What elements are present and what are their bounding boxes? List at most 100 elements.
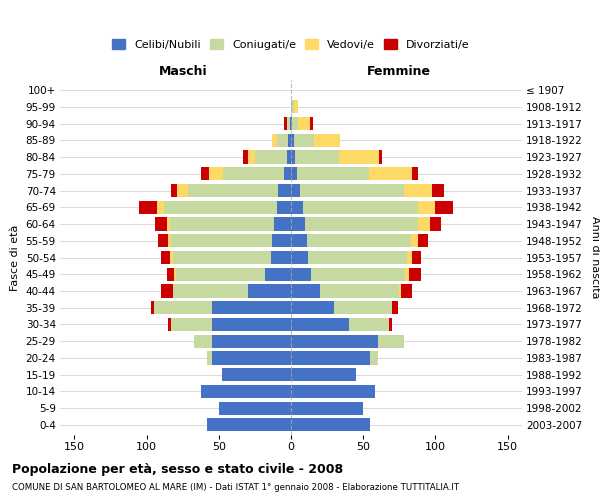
Bar [209,167,223,180]
Bar [291,284,320,298]
Bar [418,218,430,230]
Bar [287,150,291,164]
Bar [173,284,248,298]
Bar [298,117,310,130]
Bar [291,268,311,281]
Bar [272,234,291,247]
Bar [401,284,412,298]
Text: Popolazione per età, sesso e stato civile - 2008: Popolazione per età, sesso e stato civil… [12,462,343,475]
Bar [173,251,271,264]
Bar [302,200,418,214]
Bar [164,200,277,214]
Bar [291,150,295,164]
Bar [151,301,154,314]
Bar [212,318,291,331]
Bar [277,200,291,214]
Bar [212,352,291,364]
Bar [255,150,287,164]
Bar [294,134,314,147]
Bar [436,200,453,214]
Bar [171,234,272,247]
Bar [320,284,399,298]
Bar [291,218,305,230]
Bar [167,268,174,281]
Bar [207,418,291,432]
Bar [291,402,363,414]
Bar [291,134,294,147]
Bar [288,134,291,147]
Bar [291,385,375,398]
Bar [223,167,284,180]
Bar [170,251,173,264]
Bar [411,234,418,247]
Bar [174,268,176,281]
Bar [291,334,377,348]
Legend: Celibi/Nubili, Coniugati/e, Vedovi/e, Divorziati/e: Celibi/Nubili, Coniugati/e, Vedovi/e, Di… [109,36,473,54]
Bar [291,234,307,247]
Bar [168,234,171,247]
Bar [248,284,291,298]
Bar [271,251,291,264]
Bar [139,200,157,214]
Bar [222,368,291,381]
Bar [177,184,188,197]
Bar [167,218,170,230]
Bar [292,117,298,130]
Bar [244,150,248,164]
Bar [412,167,418,180]
Bar [291,117,292,130]
Bar [291,184,299,197]
Bar [202,167,209,180]
Bar [212,301,291,314]
Bar [291,352,370,364]
Bar [311,268,405,281]
Y-axis label: Fasce di età: Fasce di età [10,224,20,290]
Bar [291,301,334,314]
Bar [305,218,418,230]
Bar [334,301,392,314]
Bar [194,334,212,348]
Bar [291,167,297,180]
Bar [277,134,288,147]
Bar [430,218,441,230]
Bar [284,117,287,130]
Bar [212,334,291,348]
Bar [409,268,421,281]
Bar [284,167,291,180]
Bar [168,318,171,331]
Bar [248,150,255,164]
Bar [310,117,313,130]
Bar [308,251,407,264]
Bar [418,200,436,214]
Bar [272,134,277,147]
Bar [219,402,291,414]
Bar [291,368,356,381]
Bar [291,418,370,432]
Bar [278,184,291,197]
Bar [161,284,173,298]
Bar [297,167,369,180]
Bar [307,234,411,247]
Bar [170,218,274,230]
Bar [379,150,382,164]
Bar [291,251,308,264]
Text: Maschi: Maschi [158,66,207,78]
Bar [369,167,412,180]
Bar [412,251,421,264]
Bar [294,100,298,114]
Bar [154,301,212,314]
Bar [370,352,377,364]
Bar [171,184,177,197]
Bar [291,200,302,214]
Bar [295,150,338,164]
Bar [158,234,168,247]
Bar [407,251,412,264]
Bar [404,184,433,197]
Text: COMUNE DI SAN BARTOLOMEO AL MARE (IM) - Dati ISTAT 1° gennaio 2008 - Elaborazion: COMUNE DI SAN BARTOLOMEO AL MARE (IM) - … [12,482,459,492]
Bar [405,268,409,281]
Bar [418,234,428,247]
Bar [171,318,212,331]
Bar [290,117,291,130]
Bar [207,352,212,364]
Bar [349,318,389,331]
